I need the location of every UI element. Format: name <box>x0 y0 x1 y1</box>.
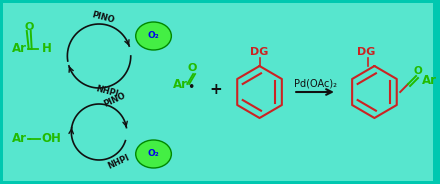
Text: O: O <box>414 66 422 76</box>
Text: Ar: Ar <box>422 75 437 88</box>
Text: OH: OH <box>42 132 62 146</box>
Text: Ar: Ar <box>173 77 188 91</box>
Text: O₂: O₂ <box>148 149 159 158</box>
Text: •: • <box>187 82 194 95</box>
Ellipse shape <box>136 22 171 50</box>
Text: PINO: PINO <box>91 11 115 25</box>
Text: O: O <box>24 22 33 32</box>
Text: O₂: O₂ <box>148 31 159 40</box>
Text: DG: DG <box>250 47 269 57</box>
Text: NHPI: NHPI <box>106 153 131 171</box>
Text: PINO: PINO <box>103 91 127 109</box>
Text: O: O <box>187 63 197 73</box>
Text: DG: DG <box>357 47 376 57</box>
Text: Ar: Ar <box>12 132 27 146</box>
Text: Ar: Ar <box>12 43 27 56</box>
Ellipse shape <box>136 140 171 168</box>
Text: Pd(OAc)₂: Pd(OAc)₂ <box>293 78 337 88</box>
Text: H: H <box>42 43 51 56</box>
Text: +: + <box>209 82 222 96</box>
Text: NHPI: NHPI <box>95 85 119 99</box>
